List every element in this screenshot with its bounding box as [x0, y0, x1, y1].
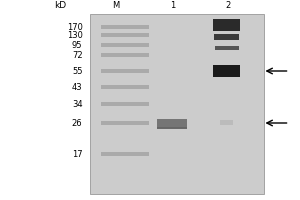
Bar [100, 152, 148, 156]
Text: 72: 72 [72, 50, 83, 60]
Text: 95: 95 [72, 40, 83, 49]
Text: M: M [112, 1, 119, 10]
Bar [90, 14, 264, 194]
Bar [100, 85, 148, 89]
Text: 130: 130 [67, 30, 82, 40]
Text: 2: 2 [225, 1, 231, 10]
Bar [158, 127, 188, 128]
Bar [158, 127, 188, 129]
Text: kD: kD [54, 1, 66, 10]
Bar [158, 127, 188, 128]
Text: 1: 1 [170, 1, 175, 10]
Bar [213, 20, 240, 30]
Bar [214, 34, 239, 40]
Text: 43: 43 [72, 83, 83, 92]
Bar [213, 65, 240, 77]
Bar [100, 33, 148, 37]
Bar [100, 43, 148, 47]
Bar [100, 25, 148, 29]
Bar [158, 128, 188, 129]
Bar [220, 119, 233, 124]
Bar [158, 127, 188, 129]
Text: 170: 170 [67, 22, 82, 31]
Bar [158, 127, 188, 128]
Bar [100, 121, 148, 125]
Text: 26: 26 [72, 118, 83, 128]
Bar [100, 69, 148, 73]
Text: 34: 34 [72, 100, 83, 109]
Text: 17: 17 [72, 150, 83, 159]
Bar [158, 127, 188, 128]
Bar [158, 127, 188, 128]
Bar [100, 53, 148, 57]
Bar [158, 119, 188, 129]
Bar [100, 102, 148, 106]
Text: 55: 55 [72, 66, 83, 75]
Bar [214, 46, 239, 50]
